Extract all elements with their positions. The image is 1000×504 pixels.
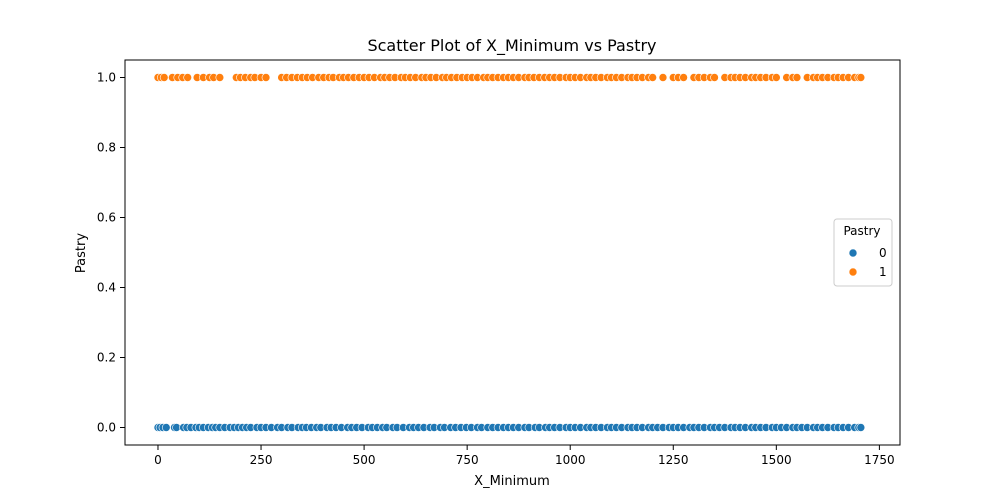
- scatter-point: [772, 73, 781, 82]
- chart-title: Scatter Plot of X_Minimum vs Pastry: [367, 36, 656, 56]
- x-axis-label: X_Minimum: [474, 474, 550, 489]
- legend-marker-0: [848, 248, 858, 258]
- legend-label-1: 1: [879, 265, 887, 279]
- scatter-point: [159, 73, 169, 82]
- scatter-point: [679, 73, 688, 82]
- x-tick-label: 0: [154, 453, 162, 467]
- y-tick-label: 0.6: [97, 211, 116, 225]
- legend-marker-1: [848, 267, 858, 277]
- y-axis-ticks: 0.0 0.2 0.4 0.6 0.8 1.0: [97, 71, 125, 435]
- scatter-point: [856, 423, 866, 432]
- scatter-point: [648, 73, 657, 82]
- y-tick-label: 0.2: [97, 351, 116, 365]
- x-axis-ticks: 0 250 500 750 1000 1250 1500 1750: [154, 445, 895, 467]
- y-axis-label: Pastry: [74, 233, 89, 273]
- scatter-point: [792, 73, 802, 82]
- scatter-point: [183, 73, 192, 82]
- scatter-point: [710, 73, 719, 82]
- x-tick-label: 750: [456, 453, 479, 467]
- series-0: [153, 423, 866, 432]
- x-tick-label: 500: [353, 453, 376, 467]
- y-tick-label: 0.8: [97, 141, 116, 155]
- y-tick-label: 0.0: [97, 421, 116, 435]
- y-tick-label: 0.4: [97, 281, 116, 295]
- scatter-point: [856, 73, 866, 82]
- x-tick-label: 1750: [864, 453, 895, 467]
- x-tick-label: 1500: [761, 453, 792, 467]
- plot-area: [125, 60, 900, 445]
- legend-title: Pastry: [843, 224, 880, 238]
- scatter-point: [261, 73, 271, 82]
- scatter-point: [658, 73, 668, 82]
- data-points: [153, 73, 866, 432]
- series-1: [153, 73, 866, 82]
- legend: Pastry 0 1: [833, 218, 893, 287]
- scatter-point: [161, 423, 171, 432]
- x-tick-label: 1250: [658, 453, 689, 467]
- scatter-point: [215, 73, 225, 82]
- legend-box: [833, 218, 893, 287]
- plot-frame: [124, 59, 901, 446]
- x-tick-label: 1000: [555, 453, 586, 467]
- legend-label-0: 0: [879, 246, 887, 260]
- y-tick-label: 1.0: [97, 71, 116, 85]
- x-tick-label: 250: [250, 453, 273, 467]
